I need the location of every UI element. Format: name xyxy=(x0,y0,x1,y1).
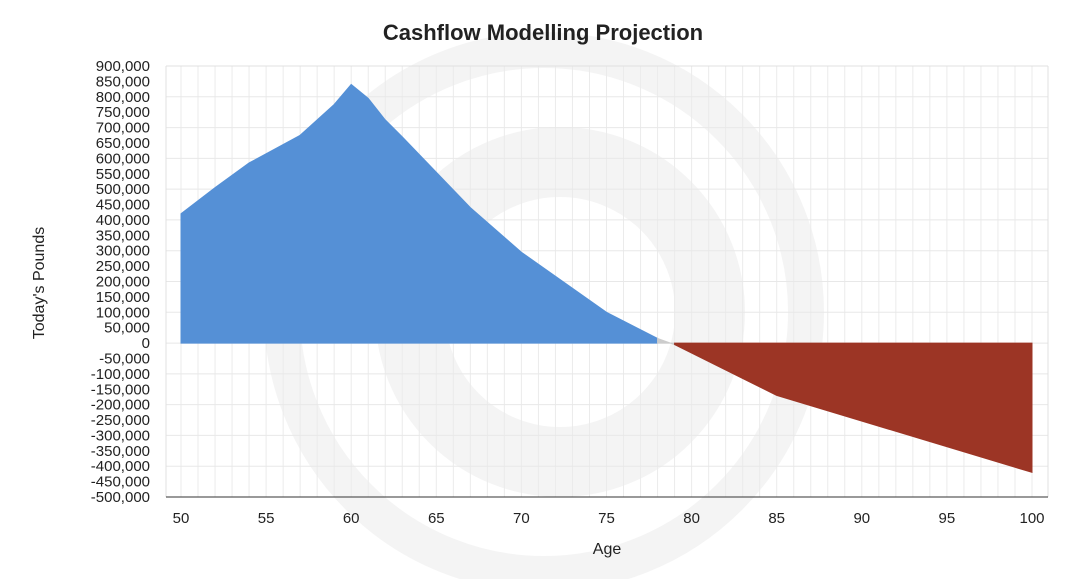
y-tick-label: -400,000 xyxy=(91,458,150,475)
x-tick-label: 55 xyxy=(258,510,275,527)
x-tick-label: 75 xyxy=(598,510,615,527)
x-tick-label: 95 xyxy=(939,510,956,527)
y-tick-label: 800,000 xyxy=(96,89,150,106)
y-tick-label: 450,000 xyxy=(96,197,150,214)
y-tick-label: 850,000 xyxy=(96,73,150,90)
series-areas xyxy=(180,83,1033,474)
y-tick-labels: 900,000850,000800,000750,000700,000650,0… xyxy=(91,58,150,506)
y-tick-label: 600,000 xyxy=(96,150,150,167)
y-tick-label: -250,000 xyxy=(91,412,150,429)
x-tick-label: 80 xyxy=(683,510,700,527)
y-axis-title: Today's Pounds xyxy=(31,227,48,339)
y-tick-label: 300,000 xyxy=(96,243,150,260)
y-tick-label: -50,000 xyxy=(99,350,150,367)
series-area-2 xyxy=(674,342,1033,474)
y-tick-label: 650,000 xyxy=(96,135,150,152)
x-tick-label: 100 xyxy=(1019,510,1044,527)
series-area-0 xyxy=(180,83,659,344)
x-axis-title: Age xyxy=(593,541,622,558)
y-tick-label: 250,000 xyxy=(96,258,150,275)
x-tick-label: 70 xyxy=(513,510,530,527)
chart-title: Cashflow Modelling Projection xyxy=(382,20,704,45)
y-tick-label: -450,000 xyxy=(91,474,150,491)
y-tick-label: 200,000 xyxy=(96,274,150,291)
y-tick-label: -150,000 xyxy=(91,381,150,398)
y-tick-label: 0 xyxy=(142,335,150,352)
x-tick-label: 60 xyxy=(343,510,360,527)
x-tick-label: 90 xyxy=(853,510,870,527)
y-tick-label: -300,000 xyxy=(91,427,150,444)
y-tick-label: -100,000 xyxy=(91,366,150,383)
y-tick-label: 550,000 xyxy=(96,166,150,183)
y-tick-label: 500,000 xyxy=(96,181,150,198)
y-tick-label: -200,000 xyxy=(91,397,150,414)
x-tick-label: 85 xyxy=(768,510,785,527)
y-tick-label: -500,000 xyxy=(91,489,150,506)
y-tick-label: 50,000 xyxy=(104,320,150,337)
x-tick-labels: 50 55 60 65 70 75 80 85 90 95 100 xyxy=(173,510,1045,527)
x-tick-label: 65 xyxy=(428,510,445,527)
y-tick-label: 150,000 xyxy=(96,289,150,306)
x-tick-label: 50 xyxy=(173,510,190,527)
y-tick-label: 700,000 xyxy=(96,120,150,137)
y-tick-label: 400,000 xyxy=(96,212,150,229)
y-tick-label: 750,000 xyxy=(96,104,150,121)
y-tick-label: -350,000 xyxy=(91,443,150,460)
y-tick-label: 100,000 xyxy=(96,304,150,321)
y-tick-label: 350,000 xyxy=(96,227,150,244)
y-tick-label: 900,000 xyxy=(96,58,150,75)
